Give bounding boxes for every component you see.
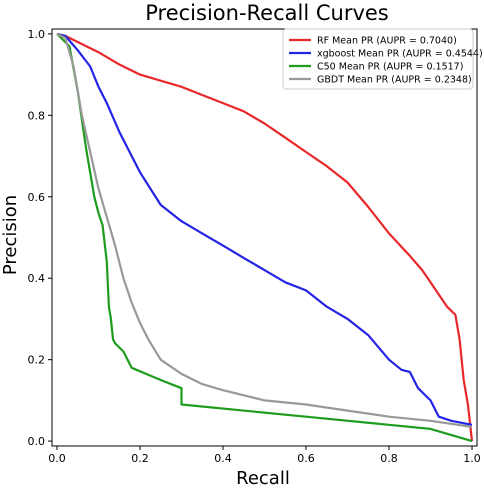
plot-frame — [51, 28, 478, 447]
legend-box — [282, 28, 474, 90]
x-tick-label: 0.2 — [131, 452, 149, 465]
series-line-2 — [56, 33, 473, 443]
x-axis-title: Recall — [236, 468, 290, 489]
x-tick-label: 0.0 — [48, 452, 66, 465]
y-axis-ticks: 0.0 0.2 0.4 0.6 0.8 1.0 — [28, 28, 52, 448]
y-tick-label: 0.8 — [28, 109, 46, 122]
y-tick-label: 0.4 — [28, 272, 46, 285]
series-layer — [56, 32, 474, 443]
series-line-1 — [56, 32, 473, 426]
y-axis-title: Precision — [0, 195, 21, 275]
x-tick-label: 0.6 — [297, 452, 315, 465]
plot-area: 0.0 0.2 0.4 0.6 0.8 1.0 0.0 0.2 0.4 0.6 0.8 1.0 — [28, 28, 481, 465]
y-tick-label: 0.0 — [28, 435, 46, 448]
legend: RF Mean PR (AUPR = 0.7040) xgboost Mean P… — [282, 28, 483, 90]
y-tick-label: 1.0 — [28, 28, 46, 41]
series-line-0 — [56, 32, 474, 442]
x-axis-ticks: 0.0 0.2 0.4 0.6 0.8 1.0 — [48, 446, 481, 465]
y-tick-label: 0.6 — [28, 191, 46, 204]
legend-label-3: GBDT Mean PR (AUPR = 0.2348) — [317, 75, 472, 86]
legend-label-0: RF Mean PR (AUPR = 0.7040) — [317, 36, 457, 47]
x-tick-label: 0.8 — [380, 452, 398, 465]
chart-title: Precision-Recall Curves — [145, 1, 389, 25]
y-tick-label: 0.2 — [28, 354, 46, 367]
legend-label-1: xgboost Mean PR (AUPR = 0.4544) — [317, 49, 483, 60]
x-tick-label: 1.0 — [463, 452, 481, 465]
series-line-3 — [56, 32, 473, 428]
x-tick-label: 0.4 — [214, 452, 232, 465]
legend-label-2: C50 Mean PR (AUPR = 0.1517) — [317, 62, 463, 73]
